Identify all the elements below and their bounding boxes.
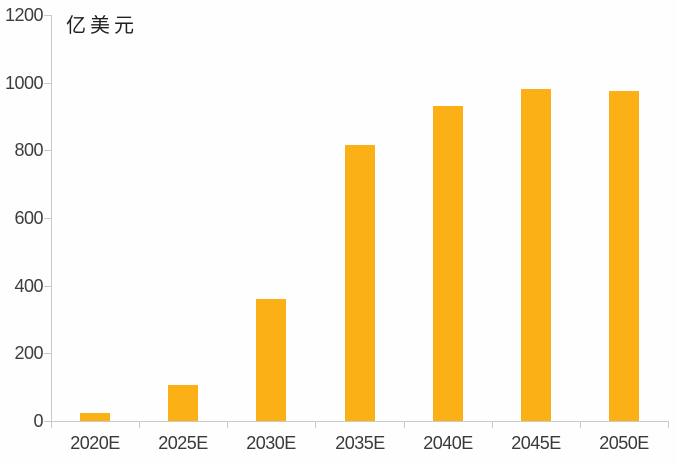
bar-2030E	[256, 299, 286, 421]
x-axis-tick	[668, 421, 669, 428]
y-axis-tick-label: 800	[14, 140, 43, 160]
x-axis-label-2020E: 2020E	[70, 433, 120, 453]
bar-2050E	[609, 91, 639, 421]
y-axis-tick	[44, 150, 51, 151]
x-axis-label-2040E: 2040E	[423, 433, 473, 453]
x-axis-tick	[404, 421, 405, 428]
x-axis-tick	[227, 421, 228, 428]
y-axis-tick-label: 200	[14, 343, 43, 363]
bar-2040E	[433, 106, 463, 421]
y-axis-tick-label: 0	[33, 411, 43, 431]
y-axis-line	[51, 15, 52, 421]
y-axis-tick	[44, 218, 51, 219]
x-axis-line	[51, 421, 668, 422]
y-axis-tick	[44, 353, 51, 354]
y-axis-tick	[44, 286, 51, 287]
bar-2025E	[168, 385, 198, 421]
x-axis-label-2050E: 2050E	[599, 433, 649, 453]
x-axis-tick	[580, 421, 581, 428]
x-axis-tick	[315, 421, 316, 428]
y-axis-tick	[44, 15, 51, 16]
bar-2035E	[345, 145, 375, 421]
y-axis-tick-label: 400	[14, 276, 43, 296]
y-axis-tick-label: 1200	[4, 5, 44, 25]
y-axis-tick-label: 600	[14, 208, 43, 228]
x-axis-tick	[51, 421, 52, 428]
y-axis-unit-label: 亿美元	[66, 15, 138, 37]
y-axis-tick	[44, 83, 51, 84]
x-axis-tick	[492, 421, 493, 428]
y-axis-tick-label: 1000	[4, 73, 44, 93]
x-axis-label-2030E: 2030E	[246, 433, 296, 453]
x-axis-tick	[139, 421, 140, 428]
x-axis-label-2035E: 2035E	[335, 433, 385, 453]
bar-2045E	[521, 89, 551, 421]
x-axis-label-2045E: 2045E	[511, 433, 561, 453]
y-axis-tick	[44, 421, 51, 422]
x-axis-label-2025E: 2025E	[158, 433, 208, 453]
bar-2020E	[80, 413, 110, 421]
